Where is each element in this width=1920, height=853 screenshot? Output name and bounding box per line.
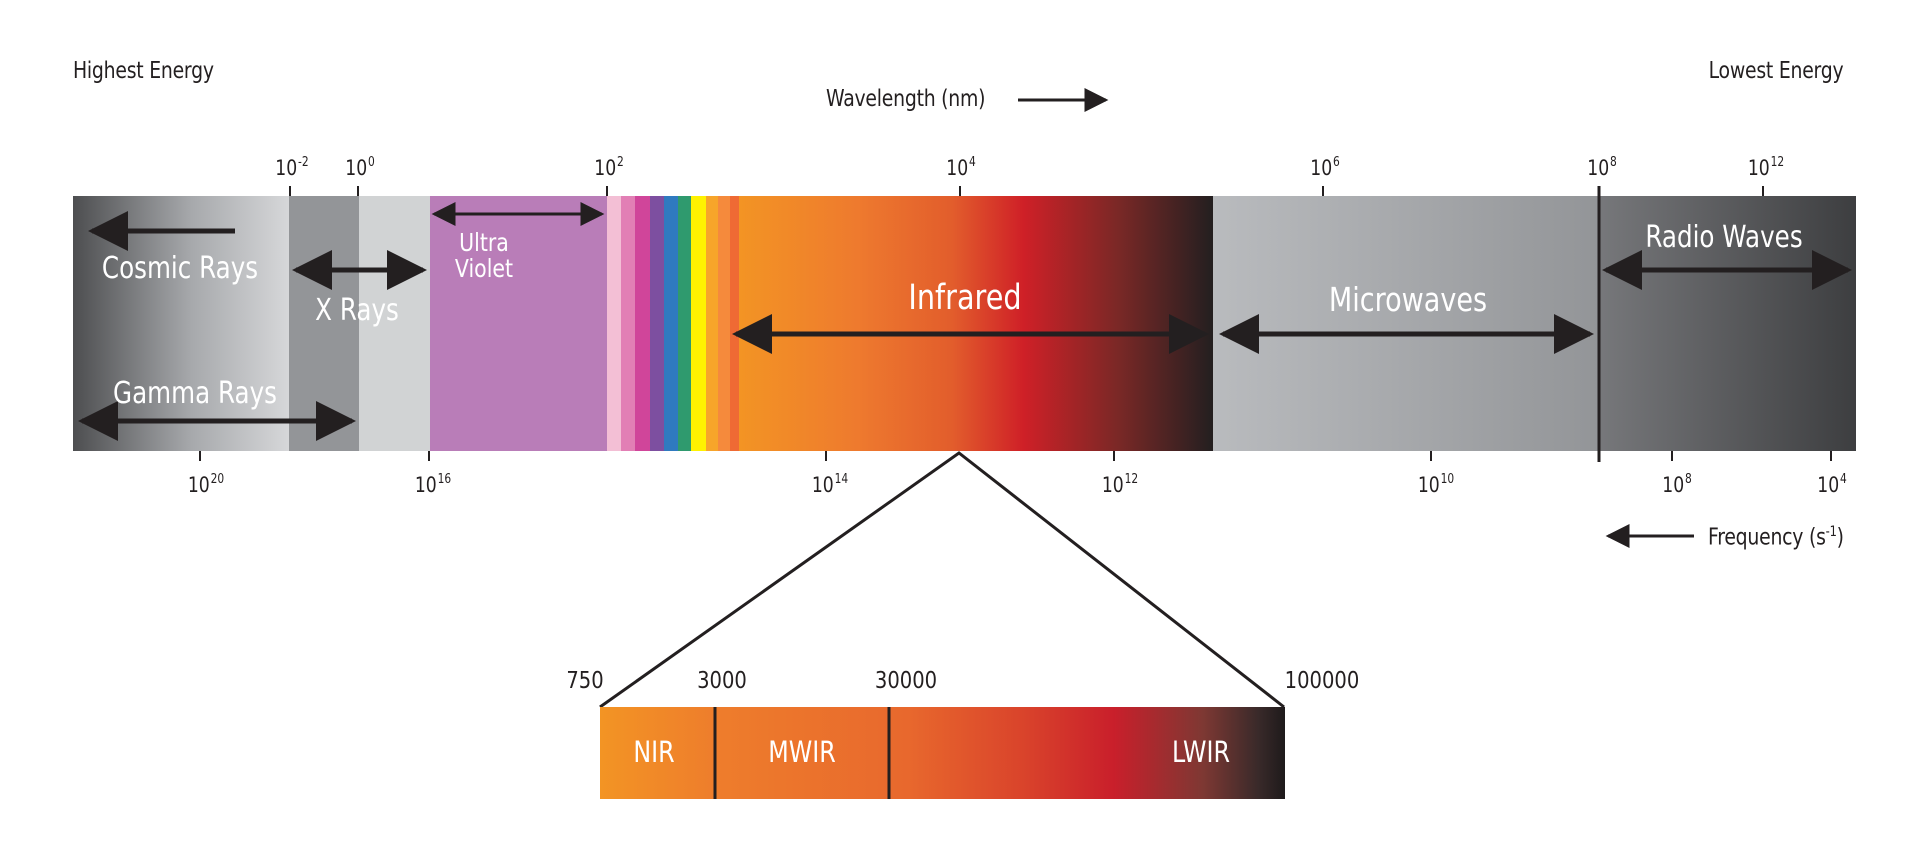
- wavelength-tick: 1012: [1747, 155, 1785, 180]
- x-rays-label: X Rays: [315, 293, 399, 328]
- wavelength-tick: 104: [946, 155, 976, 180]
- microwaves-label: Microwaves: [1328, 280, 1488, 319]
- lwir-label: LWIR: [1171, 735, 1231, 769]
- ir-detail-tick: 3000: [697, 668, 747, 694]
- wavelength-tick: 106: [1310, 155, 1340, 180]
- cosmic-rays-label: Cosmic Rays: [101, 251, 259, 286]
- highest-energy-label: Highest Energy: [73, 58, 214, 84]
- mwir-label: MWIR: [768, 735, 836, 769]
- infrared-label: Infrared: [908, 278, 1022, 318]
- wavelength-tick: 102: [594, 155, 624, 180]
- wavelength-tick: 10-2: [275, 155, 309, 180]
- ultraviolet-band: [430, 196, 607, 451]
- frequency-axis-label: Frequency (s-1): [1708, 524, 1844, 551]
- wavelength-tick: 100: [345, 155, 375, 180]
- ir-detail-tick: 30000: [874, 668, 938, 694]
- infrared-zoom-lines: [599, 451, 1285, 709]
- frequency-tick: 1012: [1101, 472, 1139, 497]
- nir-label: NIR: [633, 735, 675, 769]
- ir-detail-tick: 100000: [1284, 668, 1360, 694]
- frequency-tick: 1014: [811, 472, 849, 497]
- frequency-tick: 1010: [1417, 472, 1455, 497]
- ultraviolet-label: Ultra Violet: [454, 228, 514, 284]
- frequency-tick: 104: [1817, 472, 1847, 497]
- infrared-band: [739, 196, 1213, 451]
- light-gray-band: [359, 196, 430, 451]
- microwave-band: [1213, 196, 1598, 451]
- lowest-energy-label: Lowest Energy: [1708, 58, 1843, 84]
- ir-detail-tick: 750: [566, 668, 604, 694]
- wavelength-tick: 108: [1587, 155, 1617, 180]
- frequency-tick: 108: [1662, 472, 1692, 497]
- gamma-rays-label: Gamma Rays: [113, 376, 277, 411]
- radio-band: [1598, 196, 1856, 451]
- cosmic-band: [73, 196, 289, 451]
- wavelength-axis-label: Wavelength (nm): [826, 86, 986, 112]
- frequency-tick: 1020: [187, 472, 225, 497]
- frequency-tick: 1016: [414, 472, 452, 497]
- radio-waves-label: Radio Waves: [1645, 220, 1803, 255]
